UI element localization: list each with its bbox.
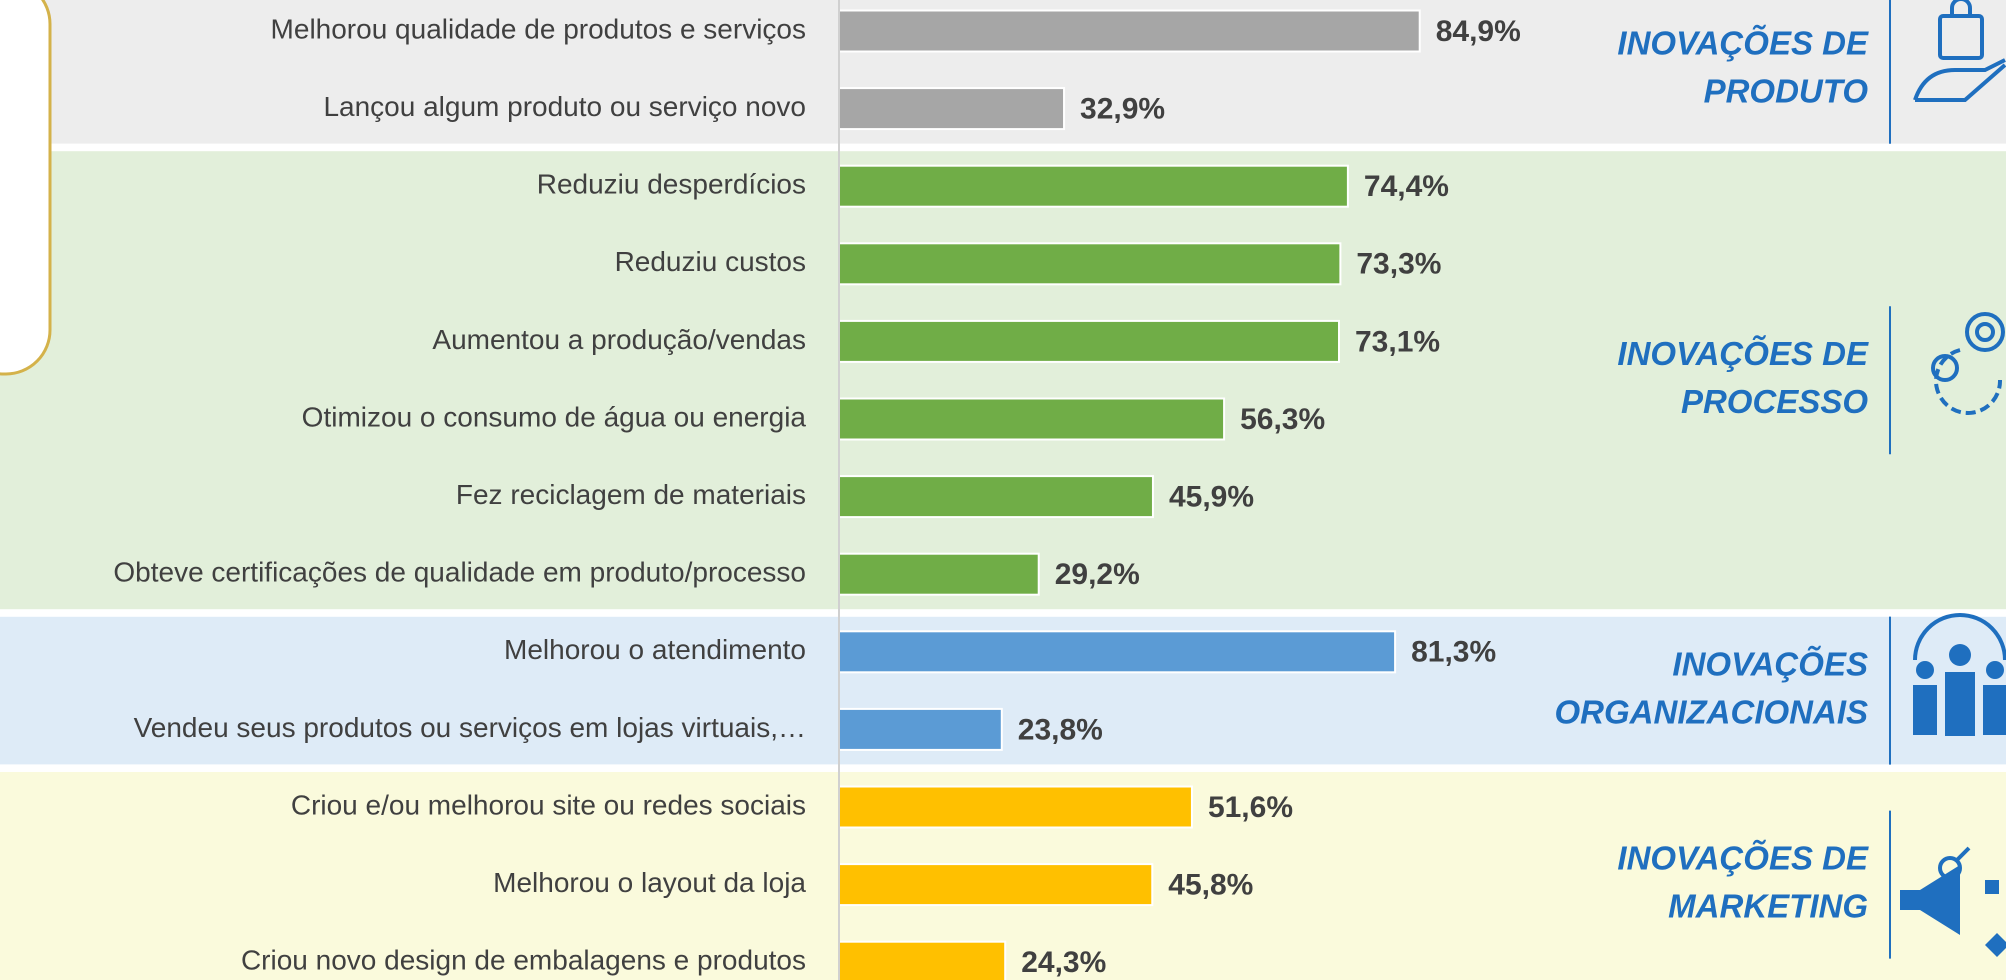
category-label: Obteve certificações de qualidade em pro…: [113, 557, 806, 588]
group-background: [0, 151, 2006, 610]
process-icon: [1931, 312, 2005, 415]
category-label: Aumentou a produção/vendas: [432, 324, 806, 355]
bar: [838, 630, 1397, 674]
bar: [838, 863, 1154, 907]
category-label: Lançou algum produto ou serviço novo: [323, 91, 806, 122]
bar: [838, 87, 1066, 131]
category-label: Melhorou qualidade de produtos e serviço…: [271, 13, 806, 44]
value-label: 45,8%: [1168, 869, 1253, 902]
group-label: PRODUTO: [1704, 73, 1869, 110]
bar: [838, 785, 1193, 829]
value-label: 73,1%: [1355, 325, 1440, 358]
bar: [838, 397, 1226, 441]
bar: [838, 9, 1421, 53]
bar: [838, 552, 1040, 596]
category-label: Otimizou o consumo de água ou energia: [302, 401, 807, 432]
value-label: 56,3%: [1240, 403, 1325, 436]
bar: [838, 940, 1007, 980]
group-label: INOVAÇÕES DE: [1617, 839, 1869, 876]
icons: [1913, 0, 2006, 880]
group-label: INOVAÇÕES DE: [1617, 25, 1869, 62]
group-label: INOVAÇÕES: [1672, 645, 1868, 682]
bar: [838, 707, 1003, 751]
category-label: Fez reciclagem de materiais: [456, 479, 806, 510]
group-label: PROCESSO: [1681, 383, 1868, 420]
value-label: 23,8%: [1018, 713, 1103, 746]
group-label: ORGANIZACIONAIS: [1555, 693, 1869, 730]
group-label: MARKETING: [1668, 887, 1868, 924]
value-label: 51,6%: [1208, 791, 1293, 824]
value-label: 74,4%: [1364, 170, 1449, 203]
category-label: Melhorou o atendimento: [504, 634, 806, 665]
group-label: INOVAÇÕES DE: [1617, 335, 1869, 372]
value-label: 29,2%: [1055, 558, 1140, 591]
category-label: Criou novo design de embalagens e produt…: [241, 945, 806, 976]
organization-icon: [1913, 613, 2006, 661]
value-label: 73,3%: [1356, 248, 1441, 281]
category-label: Criou e/ou melhorou site ou redes sociai…: [291, 789, 806, 820]
callout-box: [0, 0, 52, 376]
bar: [838, 242, 1342, 286]
category-label: Reduziu desperdícios: [537, 169, 806, 200]
bar: [838, 319, 1341, 363]
category-label: Vendeu seus produtos ou serviços em loja…: [134, 712, 806, 743]
category-label: Melhorou o layout da loja: [493, 867, 806, 898]
value-label: 32,9%: [1080, 93, 1165, 126]
value-label: 45,9%: [1169, 481, 1254, 514]
bar: [838, 164, 1349, 208]
product-icon: [1913, 0, 2006, 102]
bar: [838, 475, 1154, 519]
category-label: Reduziu custos: [615, 246, 806, 277]
plot: Melhorou qualidade de produtos e serviço…: [113, 0, 1891, 980]
icon-fills: [1900, 644, 2006, 957]
value-label: 81,3%: [1411, 636, 1496, 669]
value-label: 84,9%: [1436, 15, 1521, 48]
value-label: 24,3%: [1021, 946, 1106, 979]
